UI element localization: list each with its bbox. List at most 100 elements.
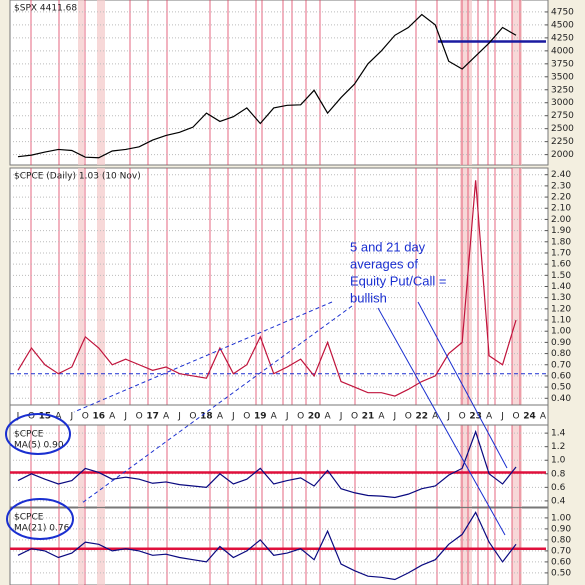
signal-band	[512, 425, 522, 507]
x-tick-label: O	[136, 412, 143, 422]
x-tick-label: A	[55, 412, 62, 422]
y-tick-label: 2.00	[551, 215, 571, 225]
y-tick-label: 1.70	[551, 248, 571, 258]
y-tick-label: 2750	[551, 111, 574, 121]
data-line	[17, 13, 517, 159]
x-tick-label: O	[512, 412, 519, 422]
x-tick-label: J	[393, 412, 397, 422]
y-tick-label: 0.80	[551, 535, 571, 545]
y-tick-label: 2.30	[551, 181, 571, 191]
y-tick-label: 1.90	[551, 226, 571, 236]
x-tick-label: 19	[254, 412, 267, 422]
panel-label: $SPX 4411.68	[14, 4, 77, 14]
y-tick-label: 1.00	[551, 327, 571, 337]
x-tick-label: O	[28, 412, 35, 422]
y-tick-label: 4250	[551, 33, 574, 43]
x-tick-label: J	[16, 412, 20, 422]
signal-band	[78, 0, 84, 165]
y-tick-label: 0.6	[551, 483, 566, 493]
signal-band	[97, 0, 105, 165]
y-tick-label: 1.30	[551, 293, 571, 303]
x-tick-label: 20	[308, 412, 321, 422]
x-tick-label: A	[217, 412, 224, 422]
y-tick-label: 0.60	[551, 371, 571, 381]
x-tick-label: O	[82, 412, 89, 422]
annotation-layer	[5, 301, 508, 540]
y-tick-label: 1.2	[551, 442, 565, 452]
y-tick-label: 1.10	[551, 316, 571, 326]
signal-band	[78, 425, 84, 507]
x-tick-label: 22	[416, 412, 429, 422]
x-tick-label: O	[459, 412, 466, 422]
y-tick-label: 0.90	[551, 338, 571, 348]
y-tick-label: 0.70	[551, 360, 571, 370]
x-tick-label: A	[163, 412, 170, 422]
x-tick-label: 17	[146, 412, 159, 422]
y-tick-label: 2250	[551, 137, 574, 147]
x-axis-band	[9, 404, 549, 426]
y-tick-label: 1.80	[551, 237, 571, 247]
y-tick-label: 2.20	[551, 193, 571, 203]
signal-band	[78, 508, 84, 585]
x-tick-label: O	[189, 412, 196, 422]
y-tick-label: 4500	[551, 20, 574, 30]
arrow	[417, 301, 508, 469]
y-tick-label: 2500	[551, 124, 574, 134]
y-tick-label: 1.4	[551, 429, 566, 439]
signal-band	[97, 425, 105, 507]
x-tick-label: O	[351, 412, 358, 422]
x-tick-label: A	[324, 412, 331, 422]
x-tick-label: O	[405, 412, 412, 422]
signal-band	[512, 508, 522, 585]
y-tick-label: 1.20	[551, 304, 571, 314]
x-tick-label: 18	[200, 412, 213, 422]
y-tick-label: 3500	[551, 72, 574, 82]
x-tick-label: A	[109, 412, 116, 422]
y-tick-label: 1.0	[551, 456, 566, 466]
y-tick-label: 3250	[551, 85, 574, 95]
x-tick-label: O	[243, 412, 250, 422]
x-tick-label: O	[297, 412, 304, 422]
y-tick-label: 1.60	[551, 260, 571, 270]
y-tick-label: 0.4	[551, 496, 566, 506]
x-tick-label: J	[285, 412, 289, 422]
panel-label: MA(5) 0.90	[14, 441, 64, 451]
y-tick-label: 4000	[551, 46, 574, 56]
x-tick-label: J	[500, 412, 504, 422]
data-line	[17, 511, 517, 581]
x-tick-label: J	[231, 412, 235, 422]
x-tick-label: A	[540, 412, 547, 422]
x-tick-label: J	[70, 412, 74, 422]
x-tick-label: A	[378, 412, 385, 422]
annotation: averages of	[350, 256, 418, 271]
highlight-ellipse	[5, 413, 71, 455]
highlight-ellipse	[6, 498, 74, 540]
x-tick-label: J	[177, 412, 181, 422]
signal-band	[78, 168, 84, 405]
panel-label: $CPCE	[14, 513, 44, 523]
y-tick-label: 0.60	[551, 557, 571, 567]
signal-band	[460, 508, 472, 585]
annotation: Equity Put/Call =	[350, 273, 446, 288]
x-tick-label: A	[271, 412, 278, 422]
panel-label: MA(21) 0.76	[14, 524, 70, 534]
arrow	[377, 307, 506, 536]
x-tick-label: A	[486, 412, 493, 422]
y-tick-label: 0.90	[551, 524, 571, 534]
data-line	[17, 180, 517, 397]
y-tick-label: 2.40	[551, 170, 571, 180]
y-tick-label: 1.00	[551, 513, 571, 523]
panel-label: $CPCE	[14, 430, 44, 440]
y-tick-label: 1.50	[551, 271, 571, 281]
y-tick-label: 0.50	[551, 568, 571, 578]
x-tick-label: J	[123, 412, 127, 422]
y-tick-label: 2.10	[551, 204, 571, 214]
x-tick-label: 23	[469, 412, 482, 422]
annotation: 5 and 21 day	[350, 239, 426, 254]
y-tick-label: 3750	[551, 59, 574, 69]
y-tick-label: 0.40	[551, 394, 571, 404]
x-tick-label: 21	[362, 412, 375, 422]
y-tick-label: 0.50	[551, 383, 571, 393]
signal-band	[512, 0, 522, 165]
x-tick-label: J	[446, 412, 450, 422]
